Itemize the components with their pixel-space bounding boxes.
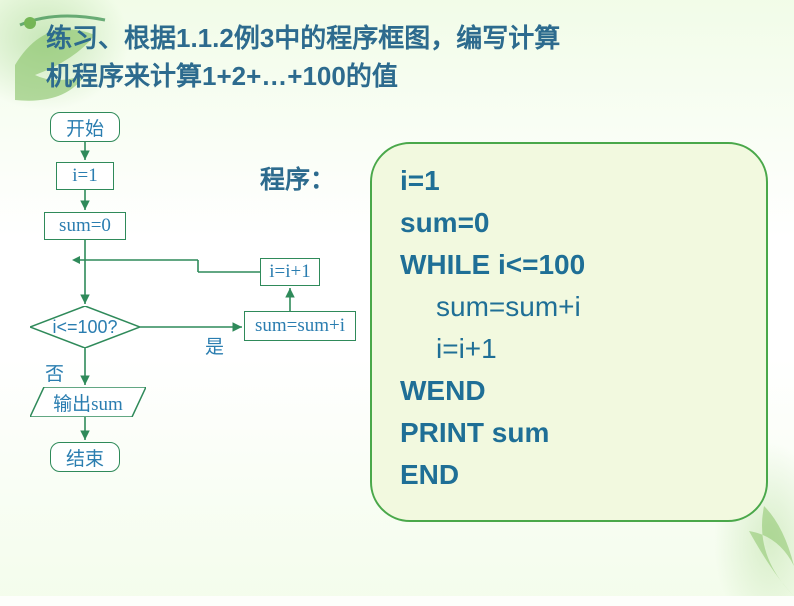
node-start-label: 开始 — [66, 114, 104, 141]
code-line-4: sum=sum+i — [400, 286, 742, 328]
code-box: i=1 sum=0 WHILE i<=100 sum=sum+i i=i+1 W… — [370, 142, 768, 522]
node-update-sum: sum=sum+i — [244, 311, 356, 341]
code-line-7: PRINT sum — [400, 412, 742, 454]
node-init-sum-label: sum=0 — [59, 215, 111, 237]
node-end: 结束 — [50, 442, 120, 472]
code-line-2: sum=0 — [400, 202, 742, 244]
code-line-3: WHILE i<=100 — [400, 244, 742, 286]
code-line-5: i=i+1 — [400, 328, 742, 370]
node-condition: i<=100? — [30, 306, 140, 348]
node-increment-label: i=i+1 — [269, 261, 311, 283]
title-line-2: 机程序来计算1+2+…+100的值 — [46, 61, 398, 91]
code-line-8: END — [400, 454, 742, 496]
edge-label-no: 否 — [45, 359, 64, 386]
code-line-6: WEND — [400, 370, 742, 412]
edge-label-yes: 是 — [205, 332, 224, 359]
node-start: 开始 — [50, 112, 120, 142]
node-init-sum: sum=0 — [44, 212, 126, 240]
node-init-i-label: i=1 — [72, 165, 98, 187]
node-end-label: 结束 — [66, 444, 104, 471]
node-init-i: i=1 — [56, 162, 114, 190]
node-update-sum-label: sum=sum+i — [255, 315, 345, 337]
node-condition-label: i<=100? — [52, 317, 117, 338]
page-title: 练习、根据1.1.2例3中的程序框图，编写计算 机程序来计算1+2+…+100的… — [46, 20, 756, 95]
flowchart: 开始 i=1 sum=0 i<=100? sum=sum+i i=i+1 输出s… — [30, 112, 370, 492]
code-line-1: i=1 — [400, 160, 742, 202]
node-increment: i=i+1 — [260, 258, 320, 286]
title-line-1: 练习、根据1.1.2例3中的程序框图，编写计算 — [46, 23, 560, 53]
node-output-label: 输出sum — [53, 389, 123, 416]
node-output: 输出sum — [30, 387, 146, 417]
